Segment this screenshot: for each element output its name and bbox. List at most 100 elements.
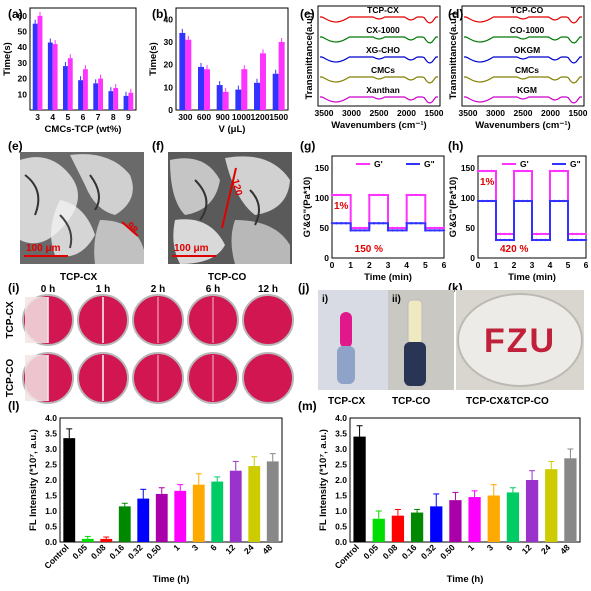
bar-l-1 [81,538,94,542]
bar-b-1-2 [222,91,229,110]
bar-b-1-3 [241,69,248,110]
series-label-d-4: KGM [517,85,537,95]
point-h-0-0 [476,169,480,173]
half-dish-i-0 [25,297,48,343]
xtick-m-8: 6 [504,542,515,553]
spectrum-c-4 [320,96,438,104]
point-h-0-5 [499,232,502,236]
legend-label-g-1: G" [424,159,435,169]
xtick-a-6: 9 [126,112,131,122]
point-h-1-11 [526,199,529,203]
spectrum-c-0 [320,16,438,24]
bar-a-1-2 [67,58,73,110]
xtick-m-2: 0.08 [381,542,400,561]
xtick-m-10: 24 [539,542,553,556]
panel-label-g: (g) [300,139,315,153]
dish-i-1-4 [242,352,294,404]
bar-b-0-3 [235,89,242,110]
point-h-0-23 [580,232,583,236]
xlabel-a: CMCs-TCP (wt%) [45,124,122,135]
series-h-1 [478,200,586,241]
plot-frame-b [175,7,289,111]
legend-label-h-0: G' [520,159,529,169]
ytick-g-0: 0 [324,253,329,263]
xtick-g-2: 2 [367,260,372,270]
xtick-b-5: 1500 [269,112,288,122]
panel-label-a: (a) [8,7,23,21]
panel-i-dishes: 0 h 1 h 2 h 6 h 12 h TCP-CX TCP-CO [5,284,294,404]
point-g-1-5 [354,229,357,232]
xtick-h-4: 4 [548,260,553,270]
point-g-0-2 [340,193,343,197]
point-g-0-23 [438,226,441,230]
row-label-i-0: TCP-CX [5,301,16,339]
point-h-1-17 [553,199,556,203]
ytick-l-6: 3.0 [45,444,57,454]
xtick-g-6: 6 [442,260,447,270]
point-h-1-15 [544,238,547,242]
ytick-h-0: 0 [470,253,475,263]
caption-f: TCP-CO [208,272,247,283]
xlabel-h: Time (min) [508,272,556,283]
annotation-g-0: 1% [334,201,349,212]
panel-label-d: (d) [448,7,463,21]
point-g-0-8 [368,193,371,197]
bar-m-7 [487,495,500,542]
time-label-i-2: 2 h [151,284,165,295]
xtick-l-2: 0.08 [89,542,108,561]
bar-a-0-6 [123,95,129,110]
bar-l-7 [192,484,205,542]
point-h-0-17 [553,169,556,173]
bar-m-8 [506,492,520,542]
xtick-m-7: 3 [485,542,496,553]
time-label-i-4: 12 h [258,284,278,295]
ytick-m-7: 3.5 [335,429,347,439]
xtick-m-4: 0.32 [419,542,438,561]
point-g-1-4 [349,229,352,232]
ytick-m-8: 4.0 [335,413,347,423]
ylabel-c: Transmittance(a.u.) [304,12,315,99]
xtick-h-5: 5 [566,260,571,270]
panel-label-b: (b) [152,7,167,21]
caption-j-cx: TCP-CX [328,396,366,407]
point-g-0-0 [330,193,334,197]
point-h-1-22 [575,238,579,242]
point-h-1-0 [476,199,480,203]
point-h-1-9 [517,199,520,203]
xtick-h-0: 0 [476,260,481,270]
annotation-h-0: 1% [480,177,495,188]
point-h-1-10 [521,199,525,203]
bar-m-6 [468,497,481,542]
plot-frame-l [59,417,283,543]
annotation-h-1: 420 % [500,244,528,255]
plot-frame-h [477,155,587,259]
point-h-1-18 [557,199,561,203]
time-label-i-0: 0 h [41,284,55,295]
xtick-h-2: 2 [512,260,517,270]
point-h-0-6 [503,232,507,236]
bar-l-5 [155,493,168,542]
point-h-0-8 [512,169,516,173]
ytick-a-5: 60 [18,11,28,21]
point-h-0-10 [521,169,525,173]
point-h-0-19 [562,169,565,173]
measure-line-e [121,221,139,237]
bar-m-5 [449,500,462,542]
xtick-l-1: 0.05 [70,542,89,561]
bar-m-11 [564,458,577,542]
chart-b: 300 600 900 1000 1200 1500 0 10 20 30 40 V (μL) Time… [148,7,289,135]
xlabel-b: V (μL) [219,124,246,135]
xtick-b-4: 1200 [251,112,270,122]
point-h-1-1 [481,199,484,203]
point-h-0-2 [485,169,489,173]
xtick-l-11: 48 [260,542,274,556]
point-h-1-6 [503,238,507,242]
legend-label-h-1: G" [570,159,581,169]
bar-m-0 [353,436,366,542]
bar-a-1-6 [128,92,134,110]
xtick-l-10: 24 [242,542,256,556]
ytick-h-1: 50 [466,223,476,233]
point-h-0-14 [539,232,543,236]
point-g-0-10 [377,193,380,197]
caption-e: TCP-CX [60,272,98,283]
